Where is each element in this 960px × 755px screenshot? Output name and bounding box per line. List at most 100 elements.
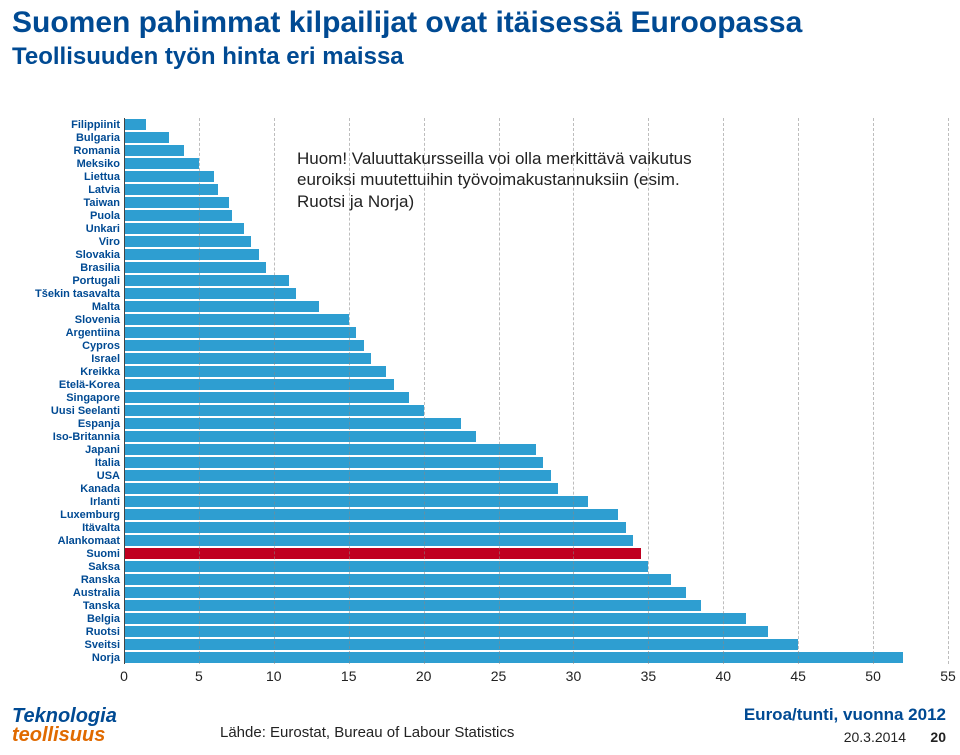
bar [124, 379, 394, 390]
gridline [873, 118, 874, 664]
bar-row [124, 469, 948, 482]
category-label: Saksa [12, 560, 124, 573]
category-label: Tanska [12, 599, 124, 612]
bar-row [124, 443, 948, 456]
category-label: Portugali [12, 274, 124, 287]
gridline [124, 118, 125, 664]
bar [124, 639, 798, 650]
bar [124, 197, 229, 208]
category-label: Malta [12, 300, 124, 313]
bar-row [124, 625, 948, 638]
category-label: Unkari [12, 222, 124, 235]
bar [124, 600, 701, 611]
gridline [199, 118, 200, 664]
bar [124, 275, 289, 286]
bar [124, 392, 409, 403]
source-text: Lähde: Eurostat, Bureau of Labour Statis… [220, 724, 514, 741]
bar [124, 418, 461, 429]
bar-row [124, 339, 948, 352]
bar-row [124, 131, 948, 144]
bar-row [124, 508, 948, 521]
logo: Teknologia teollisuus [12, 707, 117, 745]
annotation-line2: euroiksi muutettuihin työvoimakustannuks… [297, 170, 680, 189]
category-label: Australia [12, 586, 124, 599]
bar-row [124, 118, 948, 131]
gridline [274, 118, 275, 664]
x-tick-label: 20 [416, 668, 432, 684]
category-label: Norja [12, 651, 124, 664]
bar [124, 626, 768, 637]
category-label: Etelä-Korea [12, 378, 124, 391]
category-label: Argentiina [12, 326, 124, 339]
bar [124, 587, 686, 598]
category-label: Belgia [12, 612, 124, 625]
category-label: Meksiko [12, 157, 124, 170]
bar [124, 444, 536, 455]
annotation-line1: Huom! Valuuttakursseilla voi olla merkit… [297, 149, 692, 168]
bar-row [124, 352, 948, 365]
category-label: Latvia [12, 183, 124, 196]
bar [124, 262, 266, 273]
x-tick-label: 15 [341, 668, 357, 684]
bar [124, 145, 184, 156]
bar-row [124, 365, 948, 378]
bar [124, 301, 319, 312]
category-label: Singapore [12, 391, 124, 404]
footer-date: 20.3.2014 [844, 729, 906, 745]
bar-row [124, 521, 948, 534]
category-label: Liettua [12, 170, 124, 183]
category-label: Italia [12, 456, 124, 469]
bar-row [124, 534, 948, 547]
bar [124, 535, 633, 546]
bar-row [124, 404, 948, 417]
category-label: Viro [12, 235, 124, 248]
x-tick-label: 55 [940, 668, 956, 684]
bar [124, 340, 364, 351]
bar-row [124, 573, 948, 586]
category-label: Israel [12, 352, 124, 365]
chart-title: Suomen pahimmat kilpailijat ovat itäises… [0, 0, 960, 41]
x-tick-label: 50 [865, 668, 881, 684]
category-label: Tšekin tasavalta [12, 287, 124, 300]
bar [124, 132, 169, 143]
bar-row [124, 547, 948, 560]
bar-row [124, 222, 948, 235]
chart-subtitle: Teollisuuden työn hinta eri maissa [0, 41, 960, 77]
bar-row [124, 235, 948, 248]
category-label: Cypros [12, 339, 124, 352]
chart-annotation: Huom! Valuuttakursseilla voi olla merkit… [297, 148, 692, 212]
bar-row [124, 274, 948, 287]
x-tick-label: 0 [120, 668, 128, 684]
bar [124, 171, 214, 182]
bar [124, 496, 588, 507]
category-label: Japani [12, 443, 124, 456]
bar-row [124, 391, 948, 404]
bar [124, 366, 386, 377]
logo-line2: teollisuus [12, 726, 117, 745]
bar [124, 353, 371, 364]
bar-row [124, 482, 948, 495]
x-tick-label: 30 [566, 668, 582, 684]
category-label: Ruotsi [12, 625, 124, 638]
bar [124, 158, 199, 169]
bar-row [124, 638, 948, 651]
xaxis-label: Euroa/tunti, vuonna 2012 [744, 705, 946, 725]
x-tick-label: 40 [715, 668, 731, 684]
gridline [948, 118, 949, 664]
bar-row [124, 261, 948, 274]
bar-row [124, 586, 948, 599]
category-label: Irlanti [12, 495, 124, 508]
category-label: Brasilia [12, 261, 124, 274]
category-label: Espanja [12, 417, 124, 430]
category-label: Kreikka [12, 365, 124, 378]
bar-row [124, 326, 948, 339]
category-label: USA [12, 469, 124, 482]
bar [124, 457, 543, 468]
category-label: Suomi [12, 547, 124, 560]
bar-row [124, 612, 948, 625]
category-label: Bulgaria [12, 131, 124, 144]
category-label: Kanada [12, 482, 124, 495]
category-label: Iso-Britannia [12, 430, 124, 443]
bar [124, 548, 641, 559]
bar-row [124, 651, 948, 664]
